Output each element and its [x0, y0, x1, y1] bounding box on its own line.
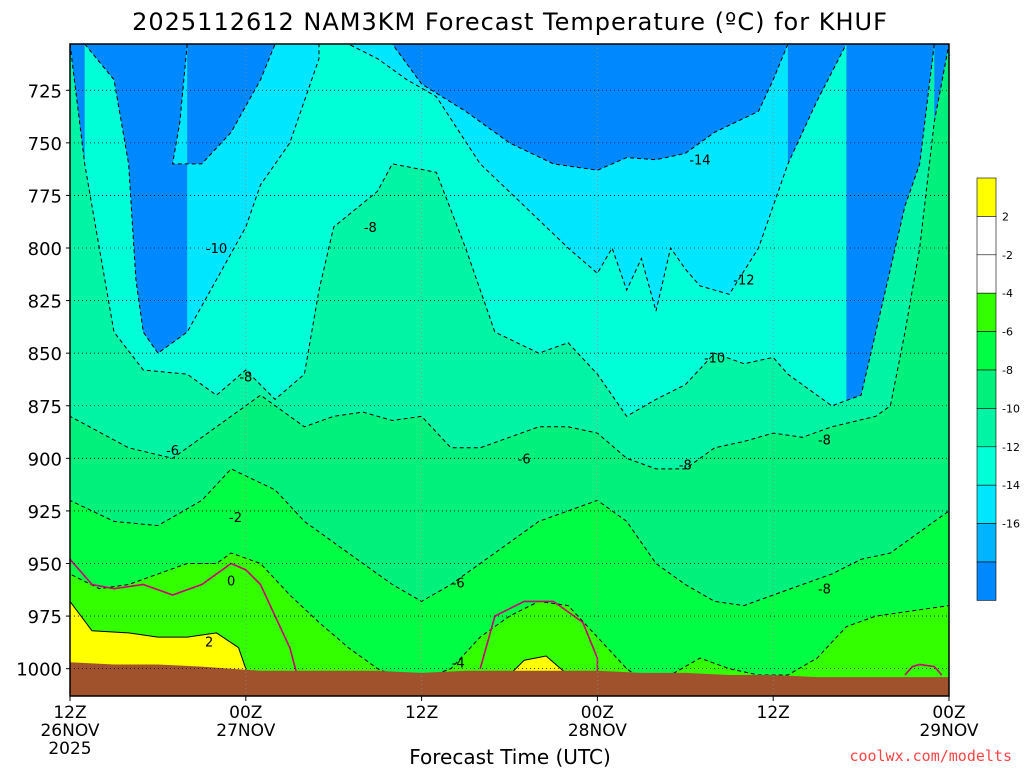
- colorbar-swatch: [976, 446, 997, 486]
- x-axis-label: Forecast Time (UTC): [409, 745, 611, 768]
- colorbar-swatch: [976, 216, 997, 256]
- colorbar-label: -8: [1002, 364, 1013, 377]
- contour-label: -8: [818, 583, 831, 598]
- contour-label: -6: [452, 576, 465, 591]
- colorbar-label: -2: [1002, 249, 1013, 262]
- temperature-bands: [70, 44, 949, 696]
- contour-labels: -14 -12 -10 -10 -8 -8 -8 -8 -8 -6 -6 -6 -4 -2 0 2: [166, 154, 831, 672]
- colorbar-swatch: [976, 331, 997, 371]
- colorbar-label: -16: [1002, 518, 1020, 531]
- magenta-contour-left: [70, 558, 298, 676]
- x-tick-label: 26NOV: [40, 721, 99, 741]
- contour-label: -8: [679, 459, 692, 474]
- contour-label: -8: [818, 433, 831, 448]
- colorbar-swatch: [976, 561, 997, 601]
- ground-surface: [70, 662, 949, 696]
- credit-text[interactable]: coolwx.com/modelts: [849, 747, 1012, 765]
- colorbar-legend: 2 -2 -4 -6 -8 -10 -12 -14 -16: [976, 177, 1020, 601]
- y-tick-label: 750: [28, 134, 62, 155]
- y-tick-label: 875: [28, 397, 62, 418]
- colorbar-swatch: [976, 484, 997, 524]
- colorbar-swatch: [976, 408, 997, 448]
- x-tick-label: 28NOV: [568, 721, 627, 741]
- y-tick-label: 825: [28, 292, 62, 313]
- y-tick-label: 925: [28, 502, 62, 523]
- contour-line-b-8: [70, 44, 949, 470]
- contour-label: -4: [452, 656, 465, 671]
- colorbar-label: -4: [1002, 287, 1013, 300]
- colorbar-label: -10: [1002, 402, 1020, 415]
- y-tick-label: 850: [28, 344, 62, 365]
- colorbar-label: -12: [1002, 441, 1020, 454]
- contour-label: -10: [206, 242, 227, 257]
- y-tick-label: 900: [28, 449, 62, 470]
- x-tick-label: 29NOV: [919, 721, 978, 741]
- contour-label: -2: [229, 511, 242, 526]
- x-tick-label: 00Z: [229, 703, 262, 723]
- contour-line-b-12: [84, 44, 847, 354]
- x-tick-label: 27NOV: [216, 721, 275, 741]
- x-tick-label: 00Z: [932, 703, 965, 723]
- colorbar-swatch: [976, 254, 997, 294]
- contour-line-b-14: [172, 44, 789, 171]
- colorbar-label: -14: [1002, 479, 1020, 492]
- contour-label: -8: [364, 221, 377, 236]
- colorbar-swatch: [976, 177, 997, 217]
- contour-label: -6: [166, 444, 179, 459]
- contour-label: -10: [704, 351, 725, 366]
- band-b-6: [70, 44, 949, 696]
- colorbar-label: -6: [1002, 326, 1013, 339]
- y-tick-label: 725: [28, 81, 62, 102]
- colorbar-swatch: [976, 369, 997, 409]
- y-tick-label: 775: [28, 186, 62, 207]
- y-tick-label: 1000: [16, 660, 62, 681]
- plot-frame: [69, 43, 950, 697]
- y-tick-label: 975: [28, 607, 62, 628]
- band-b-4: [70, 44, 949, 696]
- contour-line-b-4: [70, 44, 949, 680]
- colorbar-swatch: [976, 523, 997, 563]
- x-tick-label: 2025: [48, 739, 91, 759]
- contour-label: 2: [205, 635, 213, 650]
- contour-label: 0: [227, 574, 235, 589]
- magenta-contour-right: [904, 663, 943, 676]
- x-tick-label: 00Z: [581, 703, 614, 723]
- contour-label: -6: [518, 452, 531, 467]
- contour-label: -12: [733, 274, 754, 289]
- x-tick-label: 12Z: [53, 703, 86, 723]
- y-tick-label: 800: [28, 239, 62, 260]
- x-tick-label: 12Z: [405, 703, 438, 723]
- y-tick-label: 950: [28, 554, 62, 575]
- x-tick-label: 12Z: [757, 703, 790, 723]
- colorbar-label: 2: [1002, 210, 1009, 223]
- plot-area: -14 -12 -10 -10 -8 -8 -8 -8 -8 -6 -6 -6 -4 -2 0 2: [69, 43, 950, 697]
- contour-line-b-10: [70, 44, 935, 417]
- chart-title: 2025112612 NAM3KM Forecast Temperature (…: [132, 8, 888, 36]
- y-axis: 725 750 775 800 825 850 875 900 925 950 975 1000: [16, 81, 70, 681]
- contour-label: -8: [239, 370, 252, 385]
- colorbar-swatch: [976, 292, 997, 332]
- contour-label: -14: [689, 154, 710, 169]
